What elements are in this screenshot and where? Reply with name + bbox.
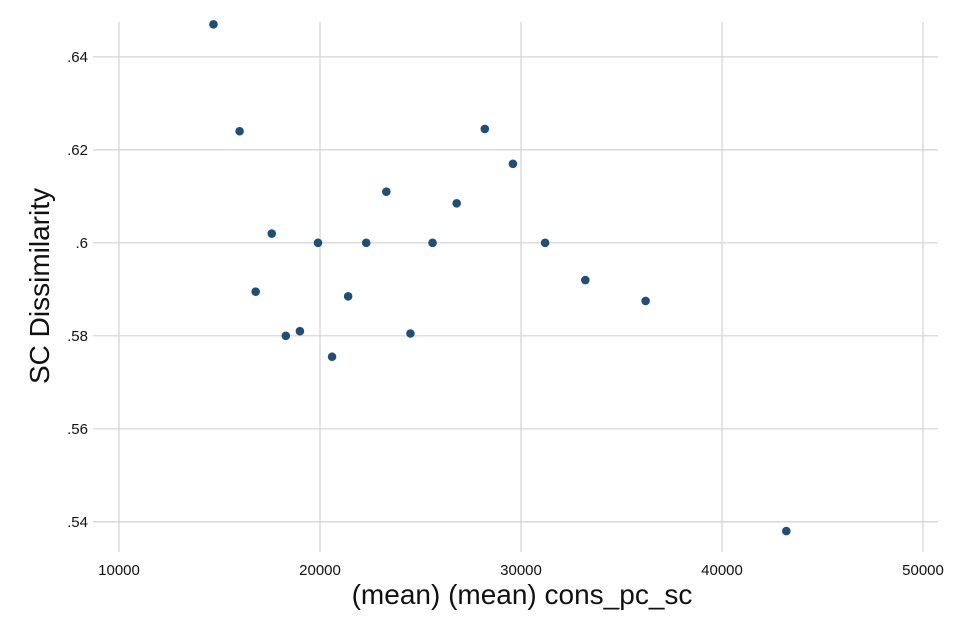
data-point	[251, 287, 260, 296]
y-tick-label: .54	[67, 514, 88, 531]
data-point	[267, 229, 277, 238]
x-axis-title: (mean) (mean) cons_pc_sc	[352, 579, 693, 610]
data-point	[313, 238, 323, 248]
x-tick-label: 40000	[701, 562, 743, 579]
data-point	[581, 275, 590, 285]
y-tick-label: .64	[67, 49, 88, 66]
x-gridlines	[118, 22, 924, 552]
x-tick-labels: 10000 20000 30000 40000 50000	[98, 562, 944, 579]
data-point	[235, 126, 244, 136]
data-point	[782, 526, 791, 536]
data-point	[382, 187, 391, 196]
data-point	[295, 326, 305, 336]
x-tick-label: 20000	[299, 562, 341, 579]
y-tick-labels: .54 .56 .58 .6 .62 .64	[67, 49, 88, 531]
y-axis-title: SC Dissimilarity	[24, 188, 55, 384]
data-point	[480, 124, 490, 134]
y-tick-label: .58	[67, 328, 88, 345]
data-point	[361, 238, 371, 248]
data-point	[343, 291, 353, 301]
x-tick-label: 10000	[98, 562, 140, 579]
y-gridlines	[93, 56, 938, 523]
data-point	[452, 199, 461, 208]
data-point	[209, 20, 218, 29]
data-point	[428, 238, 437, 248]
data-point	[406, 329, 415, 338]
data-point	[540, 238, 550, 248]
x-tick-label: 50000	[902, 562, 944, 579]
data-point	[281, 331, 291, 341]
x-tick-label: 30000	[500, 562, 542, 579]
y-tick-label: .6	[75, 235, 88, 252]
data-point	[327, 352, 337, 362]
data-point	[641, 296, 650, 306]
data-points	[209, 20, 791, 536]
y-tick-label: .62	[67, 142, 88, 159]
data-point	[508, 159, 518, 169]
y-tick-label: .56	[67, 421, 88, 438]
